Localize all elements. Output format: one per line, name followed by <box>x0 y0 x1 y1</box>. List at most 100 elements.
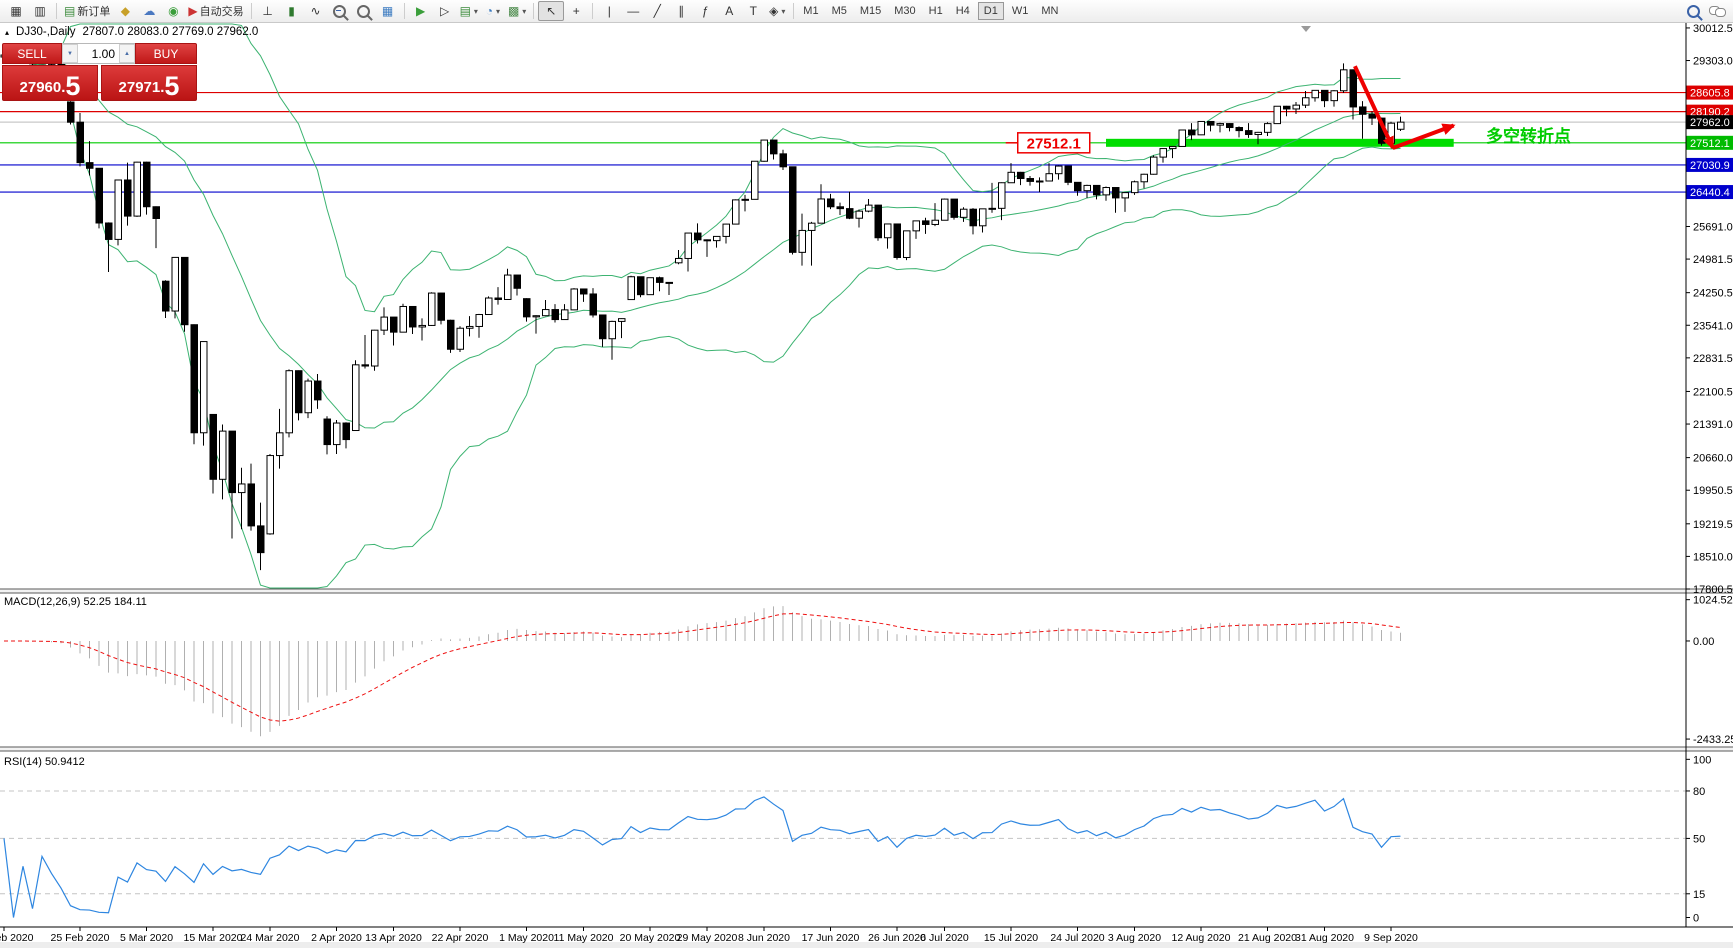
toolbar-separator <box>592 3 593 19</box>
tile-windows-button[interactable]: ▦ <box>376 2 400 20</box>
candle <box>1350 70 1357 107</box>
candle <box>1246 131 1253 135</box>
candle <box>381 317 388 330</box>
bar-chart-icon: ⊥ <box>262 5 272 17</box>
chat-button[interactable] <box>1705 2 1729 20</box>
signals-button[interactable]: ◉ <box>161 2 185 20</box>
timeframe-h4-button[interactable]: H4 <box>951 3 975 19</box>
community-button[interactable]: ☁ <box>137 2 161 20</box>
chat-icon <box>1709 5 1725 17</box>
timeframe-m30-button[interactable]: M30 <box>889 3 920 19</box>
date-tick-label: 21 Aug 2020 <box>1238 932 1297 944</box>
candle <box>1331 91 1338 101</box>
candle <box>885 224 892 238</box>
candle <box>742 199 749 200</box>
date-tick-label: 24 Jul 2020 <box>1050 932 1104 944</box>
crosshair-tool-button[interactable]: + <box>564 2 588 20</box>
periods-dropdown[interactable]: ◔▾ <box>481 2 505 20</box>
date-tick-label: 25 Feb 2020 <box>51 932 110 944</box>
date-tick-label: 11 May 2020 <box>554 932 614 944</box>
new-order-button[interactable]: ▤ 新订单 <box>61 2 113 20</box>
new-order-icon: ▤ <box>64 5 75 17</box>
candle <box>619 319 626 322</box>
price-tick-label: 24250.5 <box>1693 288 1733 300</box>
timeframe-w1-button[interactable]: W1 <box>1007 3 1034 19</box>
chart-shift-button[interactable]: ▷ <box>433 2 457 20</box>
fibonacci-tool-button[interactable]: ƒ <box>693 2 717 20</box>
candle <box>571 289 578 310</box>
candle <box>856 211 863 218</box>
new-order-label: 新订单 <box>77 3 110 19</box>
timeframe-mn-button[interactable]: MN <box>1036 3 1063 19</box>
text-tool-button[interactable]: A <box>717 2 741 20</box>
autoscroll-button[interactable]: ▶ <box>409 2 433 20</box>
candle <box>286 371 293 433</box>
volume-value[interactable]: 1.00 <box>78 44 119 63</box>
date-tick-label: 20 May 2020 <box>620 932 681 944</box>
line-chart-button[interactable]: ∿ <box>304 2 328 20</box>
collapse-widget-icon[interactable]: ▴ <box>5 28 9 37</box>
date-tick-label: 8 Jun 2020 <box>738 932 790 944</box>
candle <box>134 162 141 216</box>
new-chart-dropdown[interactable]: ▤▾ <box>457 2 481 20</box>
candle <box>391 317 398 332</box>
candle <box>1170 146 1177 148</box>
trendline-tool-button[interactable]: ╱ <box>645 2 669 20</box>
rsi-tick-label: 100 <box>1693 754 1711 766</box>
candle <box>695 233 702 240</box>
autotrading-button[interactable]: ▶ 自动交易 <box>185 2 246 20</box>
candle <box>1189 130 1196 135</box>
gold-bars-button[interactable]: ◆ <box>113 2 137 20</box>
sell-button[interactable]: SELL <box>2 43 62 64</box>
candlestick-chart-button[interactable]: ▮ <box>280 2 304 20</box>
arrows-tool-dropdown[interactable]: ◈▾ <box>765 2 789 20</box>
volume-increase-button[interactable]: ▲ <box>119 44 135 63</box>
price-tick-label: 19219.5 <box>1693 519 1733 531</box>
zoom-out-button[interactable] <box>352 2 376 20</box>
candlestick-chart-icon: ▮ <box>288 5 295 17</box>
candle <box>1255 132 1262 134</box>
cursor-tool-button[interactable]: ↖ <box>538 1 564 21</box>
horizontal-line-icon: — <box>627 5 639 17</box>
text-label-tool-button[interactable]: T <box>741 2 765 20</box>
buy-button[interactable]: BUY <box>135 43 197 64</box>
candle <box>438 293 445 320</box>
toolbar-separator <box>56 3 57 19</box>
template-icon: ▩ <box>508 5 519 17</box>
bar-chart-button[interactable]: ⊥ <box>256 2 280 20</box>
profiles-button[interactable]: ▥ <box>28 2 52 20</box>
candle <box>1208 121 1215 125</box>
candle <box>372 330 379 366</box>
rsi-tick-label: 80 <box>1693 786 1705 798</box>
rsi-tick-label: 15 <box>1693 889 1705 901</box>
charts-grid-icon: ▦ <box>10 5 21 17</box>
candle <box>267 456 274 534</box>
horizontal-line-tool-button[interactable]: — <box>621 2 645 20</box>
timeframe-d1-button[interactable]: D1 <box>978 2 1004 20</box>
vertical-line-tool-button[interactable]: | <box>597 2 621 20</box>
candle <box>229 431 236 492</box>
buy-price-panel[interactable]: 27971. 5 <box>101 65 197 101</box>
template-dropdown[interactable]: ▩▾ <box>505 2 529 20</box>
volume-decrease-button[interactable]: ▼ <box>62 44 78 63</box>
date-tick-label: 6 Jul 2020 <box>920 932 969 944</box>
channel-tool-button[interactable]: ∥ <box>669 2 693 20</box>
timeframe-m5-button[interactable]: M5 <box>827 3 852 19</box>
zoom-in-button[interactable] <box>328 2 352 20</box>
sell-price-panel[interactable]: 27960. 5 <box>2 65 98 101</box>
bollinger-middle-band <box>4 55 1401 428</box>
candle <box>400 306 407 332</box>
timeframe-h1-button[interactable]: H1 <box>924 3 948 19</box>
symbol-period-label: DJ30-,Daily <box>16 26 75 38</box>
search-button[interactable] <box>1681 2 1705 20</box>
candle <box>1369 114 1376 118</box>
candle <box>1341 70 1348 91</box>
candle <box>87 163 94 169</box>
candle <box>96 168 103 223</box>
timeframe-m1-button[interactable]: M1 <box>798 3 823 19</box>
timeframe-m15-button[interactable]: M15 <box>855 3 886 19</box>
charts-grid-button[interactable]: ▦ <box>4 2 28 20</box>
